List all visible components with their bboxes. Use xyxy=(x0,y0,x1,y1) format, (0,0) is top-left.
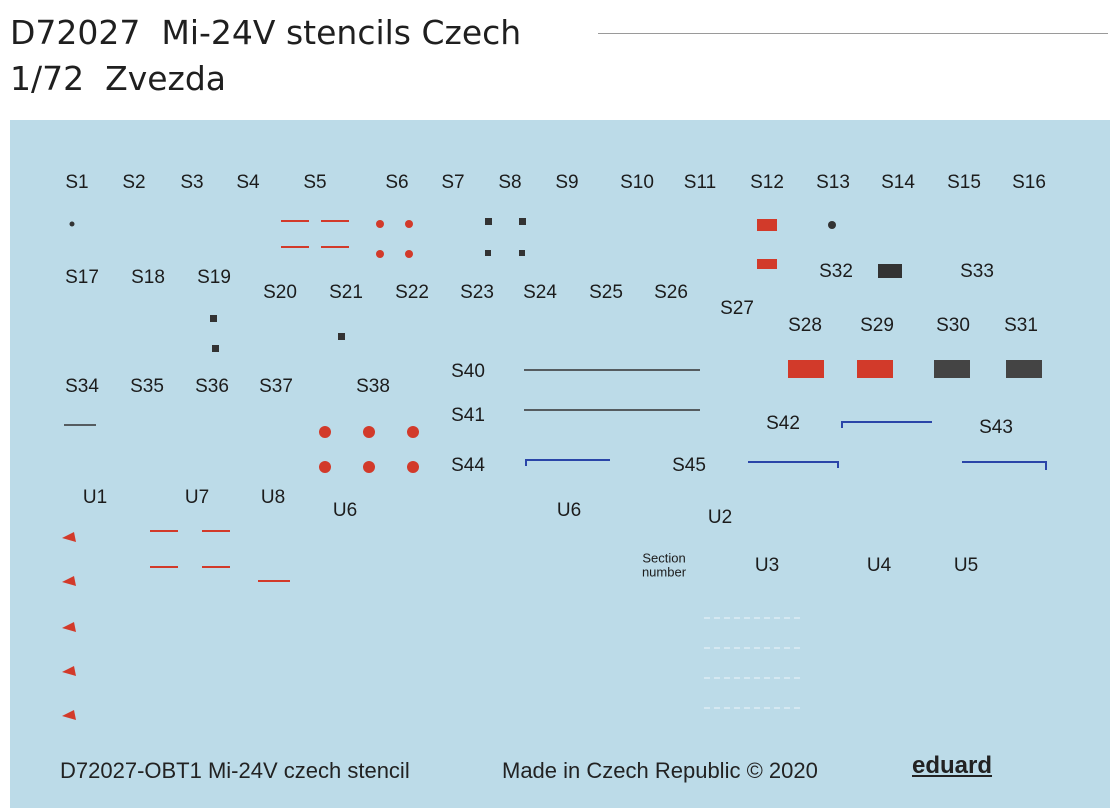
decal-label: U7 xyxy=(184,487,210,508)
decal-label: S16 xyxy=(1012,172,1046,193)
decal-label: S1 xyxy=(65,172,89,193)
decal-label: S12 xyxy=(750,172,784,193)
decal-label: S17 xyxy=(65,267,99,288)
decal-label: S44 xyxy=(451,455,485,476)
decal-label: S20 xyxy=(263,282,297,303)
decal-label: S34 xyxy=(65,376,99,397)
decal-label: S38 xyxy=(356,376,390,397)
decal-label: S32 xyxy=(819,261,853,282)
decal-label: S2 xyxy=(122,172,146,193)
decal-label: S36 xyxy=(195,376,229,397)
sheet-code: D72027-OBT1 Mi-24V czech stencil xyxy=(60,758,410,783)
decal-label: S43 xyxy=(979,417,1013,438)
decal-label: S28 xyxy=(788,315,822,336)
decal-label: S19 xyxy=(197,267,231,288)
decal-label: S21 xyxy=(329,282,363,303)
header-rule xyxy=(598,33,1108,34)
decal-label: U6 xyxy=(556,500,582,521)
decal-label: S4 xyxy=(236,172,260,193)
decal-label: S27 xyxy=(720,298,754,319)
decal-label: S45 xyxy=(672,455,706,476)
decal-label: S42 xyxy=(766,413,800,434)
decal-label: S35 xyxy=(130,376,164,397)
decal-label: S14 xyxy=(881,172,915,193)
decal-label: U1 xyxy=(82,487,108,508)
decal-label: S40 xyxy=(451,361,485,382)
decal-label: S37 xyxy=(259,376,293,397)
decal-label: U3 xyxy=(754,555,780,576)
decal-label: S18 xyxy=(131,267,165,288)
decal-label: S3 xyxy=(180,172,204,193)
decal-label: U4 xyxy=(866,555,892,576)
decal-label: S15 xyxy=(947,172,981,193)
decal-label: S13 xyxy=(816,172,850,193)
decal-label: S30 xyxy=(936,315,970,336)
decal-label: S6 xyxy=(385,172,409,193)
title: D72027 Mi-24V stencils Czech xyxy=(10,13,522,52)
decal-label: S7 xyxy=(441,172,465,193)
decal-label: S9 xyxy=(555,172,579,193)
decal-label: S5 xyxy=(303,172,327,193)
decal-label: U6 xyxy=(332,500,358,521)
decal-sheet xyxy=(10,120,1110,808)
subtitle: 1/72 Zvezda xyxy=(10,59,227,98)
decal-label: S24 xyxy=(523,282,557,303)
decal-label: U8 xyxy=(260,487,286,508)
decal-label: Section number xyxy=(641,550,687,580)
decal-label: S23 xyxy=(460,282,494,303)
decal-label: S33 xyxy=(960,261,994,282)
decal-label: S31 xyxy=(1004,315,1038,336)
decal-label: S8 xyxy=(498,172,522,193)
brand: eduard xyxy=(912,752,993,779)
decal-label: S26 xyxy=(654,282,688,303)
decal-label: S25 xyxy=(589,282,623,303)
decal-label: S11 xyxy=(683,172,717,193)
decal-label: S29 xyxy=(860,315,894,336)
decal-label: S10 xyxy=(620,172,654,193)
made-in: Made in Czech Republic © 2020 xyxy=(502,758,818,783)
decal-label: S22 xyxy=(395,282,429,303)
decal-label: U2 xyxy=(707,507,733,528)
decal-label: S41 xyxy=(451,405,485,426)
decal-label: U5 xyxy=(953,555,979,576)
